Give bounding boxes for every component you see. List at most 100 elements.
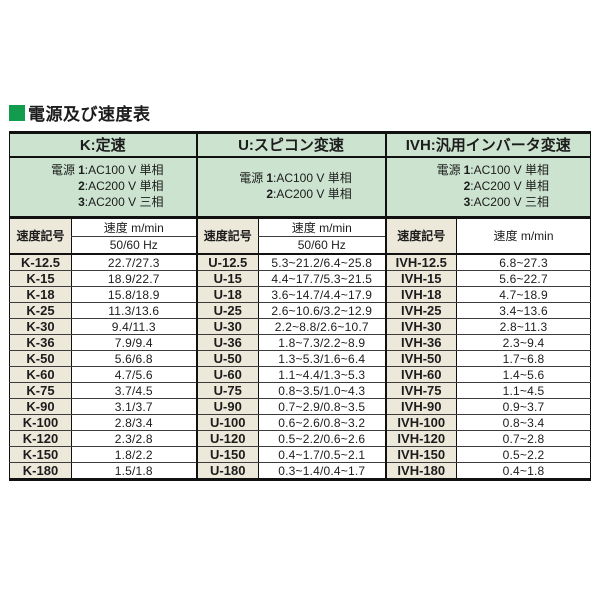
speed-value-cell: 3.6~14.7/4.4~17.9	[258, 286, 386, 303]
power-source-cell-ivh: 電源 1:AC100 V 単相 2:AC200 V 単相 3:AC200 V 三相	[384, 156, 591, 219]
speed-value-cell: 4.7~18.9	[456, 286, 591, 303]
table-row: K-25 11.3/13.6 U-25 2.6~10.6/3.2~12.9 IVH-25…	[9, 302, 591, 319]
speed-value-cell: 5.6~22.7	[456, 270, 591, 287]
speed-value-cell: 2.8~11.3	[456, 318, 591, 335]
speed-code-cell: IVH-180	[384, 462, 457, 480]
speed-value-cell: 1.7~6.8	[456, 350, 591, 367]
speed-code-cell: IVH-120	[384, 430, 457, 447]
speed-value-cell: 0.5~2.2	[456, 446, 591, 463]
table-row: K-60 4.7/5.6 U-60 1.1~4.4/1.3~5.3 IVH-60 1.4~…	[9, 366, 591, 383]
speed-value-cell: 4.4~17.7/5.3~21.5	[258, 270, 386, 287]
speed-code-cell: U-120	[195, 430, 259, 447]
table-row: K-30 9.4/11.3 U-30 2.2~8.8/2.6~10.7 IVH-30 2.…	[9, 318, 591, 335]
speed-value-cell: 7.9/9.4	[70, 334, 197, 351]
power-speed-table: K:定速 U:スピコン変速 IVH:汎用インバータ変速 電源 1:AC100 V …	[9, 131, 592, 481]
table-row: K-36 7.9/9.4 U-36 1.8~7.3/2.2~8.9 IVH-36 2.3~…	[9, 334, 591, 351]
power-line: 3:AC200 V 三相	[463, 194, 549, 209]
table-row: K-120 2.3/2.8 U-120 0.5~2.2/0.6~2.6 IVH-120 0…	[9, 430, 591, 447]
power-line: 電源 1:AC100 V 単相	[239, 170, 352, 185]
speed-code-cell: IVH-50	[384, 350, 457, 367]
speed-value-cell: 3.4~13.6	[456, 302, 591, 319]
speed-value-cell: 6.8~27.3	[456, 254, 591, 271]
speed-code-cell: K-12.5	[9, 254, 72, 271]
power-line: 3:AC200 V 三相	[78, 194, 164, 209]
speed-code-cell: U-180	[195, 462, 259, 480]
speed-value-cell: 0.4~1.7/0.5~2.1	[258, 446, 386, 463]
section-header-u: U:スピコン変速	[195, 132, 386, 158]
power-line: 2:AC200 V 単相	[266, 186, 352, 201]
speed-value-cell: 22.7/27.3	[70, 254, 197, 271]
speed-code-header-k: 速度記号	[9, 217, 72, 255]
frequency-header-row: 50/60 Hz 50/60 Hz	[10, 236, 591, 255]
table-row: K-100 2.8/3.4 U-100 0.6~2.6/0.8~3.2 IVH-100 0…	[9, 414, 591, 431]
speed-value-cell: 11.3/13.6	[70, 302, 197, 319]
speed-code-cell: K-75	[9, 382, 72, 399]
power-source-row: 電源 1:AC100 V 単相 2:AC200 V 単相 3:AC200 V 三相 電…	[9, 156, 591, 219]
table-row: K-15 18.9/22.7 U-15 4.4~17.7/5.3~21.5 IVH-15…	[9, 270, 591, 287]
speed-code-cell: U-150	[195, 446, 259, 463]
speed-code-cell: IVH-25	[384, 302, 457, 319]
speed-code-cell: U-50	[195, 350, 259, 367]
speed-value-cell: 1.3~5.3/1.6~6.4	[258, 350, 386, 367]
page: 電源及び速度表 K:定速 U:スピコン変速 IVH:汎用インバータ変速 電源 1:…	[9, 100, 592, 481]
speed-code-cell: U-12.5	[195, 254, 259, 271]
speed-code-cell: K-15	[9, 270, 72, 287]
power-line: 2:AC200 V 単相	[463, 178, 549, 193]
speed-code-cell: K-25	[9, 302, 72, 319]
speed-code-header-ivh: 速度記号	[384, 217, 457, 255]
speed-code-cell: K-150	[9, 446, 72, 463]
speed-code-cell: IVH-12.5	[384, 254, 457, 271]
speed-value-cell: 5.3~21.2/6.4~25.8	[258, 254, 386, 271]
table-row: K-90 3.1/3.7 U-90 0.7~2.9/0.8~3.5 IVH-90 0.9~…	[9, 398, 591, 415]
speed-value-cell: 1.1~4.5	[456, 382, 591, 399]
speed-code-cell: U-15	[195, 270, 259, 287]
page-title-row: 電源及び速度表	[9, 100, 591, 125]
speed-unit-header-u: 速度 m/min	[258, 217, 386, 237]
speed-value-cell: 2.3~9.4	[456, 334, 591, 351]
table-body: K-12.5 22.7/27.3 U-12.5 5.3~21.2/6.4~25.8 IV…	[9, 254, 591, 480]
table-row: K-18 15.8/18.9 U-18 3.6~14.7/4.4~17.9 IVH-18…	[9, 286, 591, 303]
speed-value-cell: 2.3/2.8	[70, 430, 197, 447]
table-row: K-150 1.8/2.2 U-150 0.4~1.7/0.5~2.1 IVH-150 0…	[9, 446, 591, 463]
speed-code-cell: K-100	[9, 414, 72, 431]
table-row: K-75 3.7/4.5 U-75 0.8~3.5/1.0~4.3 IVH-75 1.1~…	[9, 382, 591, 399]
frequency-header-u: 50/60 Hz	[258, 236, 386, 255]
section-header-row: K:定速 U:スピコン変速 IVH:汎用インバータ変速	[9, 132, 591, 158]
speed-unit-header-ivh: 速度 m/min	[456, 217, 591, 255]
speed-value-cell: 1.1~4.4/1.3~5.3	[258, 366, 386, 383]
speed-code-cell: U-60	[195, 366, 259, 383]
speed-code-cell: IVH-150	[384, 446, 457, 463]
speed-value-cell: 2.8/3.4	[70, 414, 197, 431]
table-row: K-12.5 22.7/27.3 U-12.5 5.3~21.2/6.4~25.8 IV…	[9, 254, 591, 271]
speed-value-cell: 1.8~7.3/2.2~8.9	[258, 334, 386, 351]
speed-code-header-u: 速度記号	[195, 217, 259, 255]
speed-code-cell: U-30	[195, 318, 259, 335]
speed-value-cell: 18.9/22.7	[70, 270, 197, 287]
speed-value-cell: 0.4~1.8	[456, 462, 591, 480]
speed-value-cell: 2.2~8.8/2.6~10.7	[258, 318, 386, 335]
speed-value-cell: 1.8/2.2	[70, 446, 197, 463]
speed-value-cell: 15.8/18.9	[70, 286, 197, 303]
speed-code-cell: K-90	[9, 398, 72, 415]
speed-code-cell: U-100	[195, 414, 259, 431]
table-row: K-180 1.5/1.8 U-180 0.3~1.4/0.4~1.7 IVH-180 0…	[9, 462, 591, 480]
speed-value-cell: 9.4/11.3	[70, 318, 197, 335]
frequency-header-k: 50/60 Hz	[70, 236, 197, 255]
power-source-cell-k: 電源 1:AC100 V 単相 2:AC200 V 単相 3:AC200 V 三相	[9, 156, 197, 219]
speed-code-cell: K-30	[9, 318, 72, 335]
speed-value-cell: 0.5~2.2/0.6~2.6	[258, 430, 386, 447]
speed-code-cell: U-90	[195, 398, 259, 415]
speed-value-cell: 4.7/5.6	[70, 366, 197, 383]
speed-value-cell: 0.3~1.4/0.4~1.7	[258, 462, 386, 480]
speed-code-cell: IVH-18	[384, 286, 457, 303]
speed-code-cell: U-36	[195, 334, 259, 351]
speed-code-cell: K-120	[9, 430, 72, 447]
speed-value-cell: 0.6~2.6/0.8~3.2	[258, 414, 386, 431]
power-line: 電源 1:AC100 V 単相	[51, 162, 164, 177]
speed-code-cell: IVH-15	[384, 270, 457, 287]
speed-value-cell: 1.5/1.8	[70, 462, 197, 480]
speed-value-cell: 3.1/3.7	[70, 398, 197, 415]
power-line: 電源 1:AC100 V 単相	[436, 162, 549, 177]
speed-code-cell: K-50	[9, 350, 72, 367]
speed-code-cell: K-180	[9, 462, 72, 480]
